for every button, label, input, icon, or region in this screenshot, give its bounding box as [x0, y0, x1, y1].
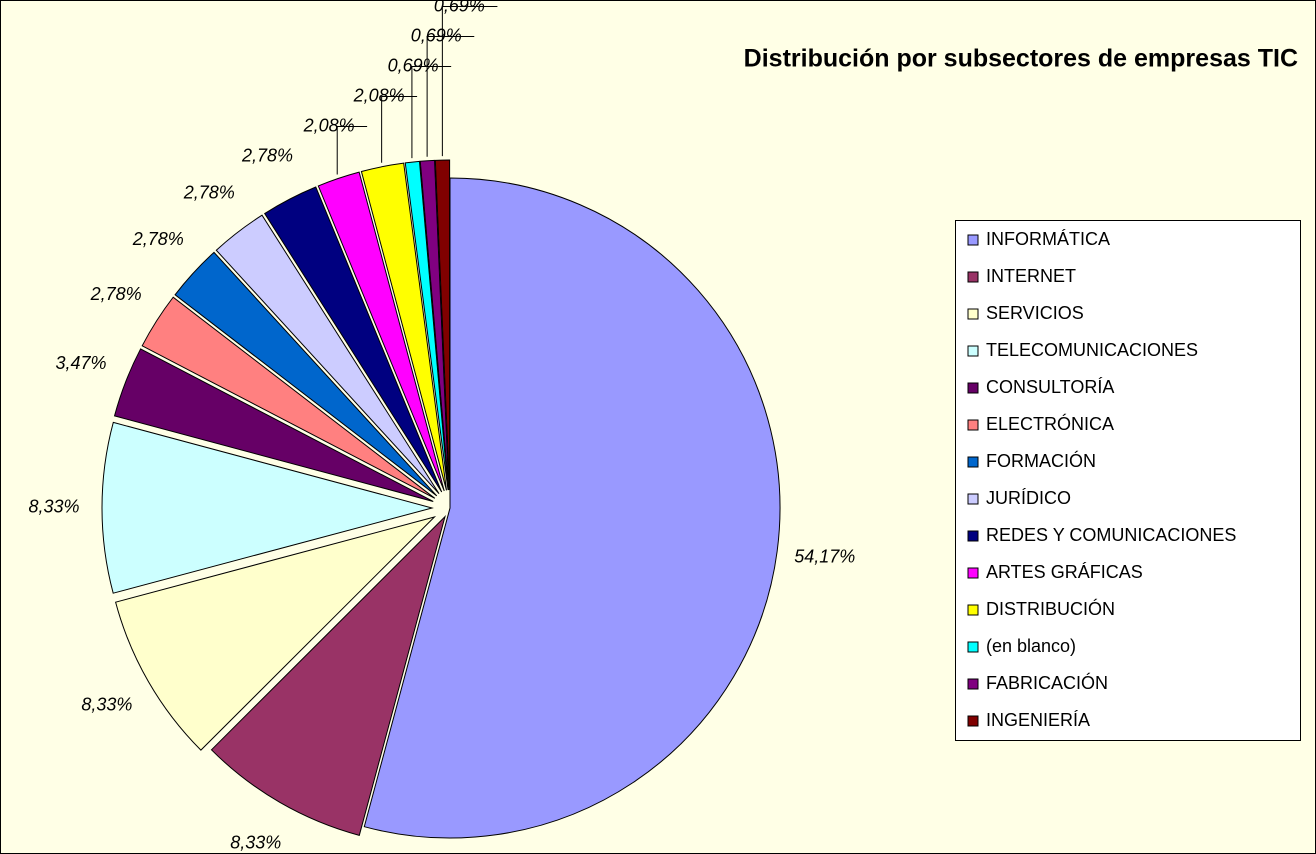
legend-label: INFORMÁTICA: [986, 229, 1110, 249]
legend-swatch: [967, 308, 979, 320]
legend-label: INGENIERÍA: [986, 710, 1090, 730]
legend: [955, 220, 1301, 741]
legend-swatch: [967, 530, 979, 542]
pie-slice: [101, 421, 434, 594]
legend-swatch: [967, 604, 979, 616]
data-label: 0,69%: [388, 55, 439, 75]
chart-title: Distribución por subsectores de empresas…: [744, 45, 1298, 73]
legend-swatch: [967, 678, 979, 690]
legend-swatch: [967, 715, 979, 727]
legend-label: ELECTRÓNICA: [986, 413, 1114, 434]
pie-slice: [210, 514, 446, 836]
leader-line: [441, 6, 498, 157]
leader-line: [426, 36, 475, 157]
legend-label: DISTRIBUCIÓN: [986, 598, 1115, 619]
legend-label: (en blanco): [986, 636, 1076, 656]
legend-swatch: [967, 419, 979, 431]
data-label: 2,08%: [353, 85, 405, 105]
data-label: 3,47%: [55, 353, 106, 373]
pie-slice: [114, 516, 437, 751]
legend-label: JURÍDICO: [986, 488, 1071, 508]
pie-slice: [174, 251, 438, 497]
legend-swatch: [967, 641, 979, 653]
data-label: 2,78%: [132, 229, 184, 249]
leader-line: [411, 66, 452, 159]
legend-label: INTERNET: [986, 266, 1076, 286]
pie-slice: [113, 348, 434, 502]
pie-slice: [434, 159, 451, 491]
legend-label: SERVICIOS: [986, 303, 1084, 323]
legend-swatch: [967, 234, 979, 246]
pie-slice: [419, 159, 450, 491]
data-label: 0,69%: [411, 25, 462, 45]
pie-slice: [215, 214, 440, 495]
pie-slice: [141, 296, 436, 499]
legend-label: TELECOMUNICACIONES: [986, 340, 1198, 360]
legend-label: FABRICACIÓN: [986, 672, 1108, 693]
pie-slice: [317, 171, 445, 492]
legend-swatch: [967, 567, 979, 579]
legend-swatch: [967, 493, 979, 505]
data-label: 0,69%: [434, 0, 485, 15]
legend-swatch: [967, 271, 979, 283]
leader-line: [336, 126, 368, 175]
data-label: 2,78%: [241, 145, 293, 165]
legend-label: FORMACIÓN: [986, 450, 1096, 471]
data-label: 8,33%: [230, 833, 281, 853]
legend-swatch: [967, 456, 979, 468]
data-label: 2,78%: [183, 182, 235, 202]
pie-slice: [360, 162, 447, 491]
legend-label: ARTES GRÁFICAS: [986, 562, 1143, 582]
pie-slice: [263, 186, 443, 493]
pie-slice: [363, 177, 781, 839]
legend-label: CONSULTORÍA: [986, 377, 1114, 397]
leader-line: [381, 96, 418, 163]
legend-swatch: [967, 382, 979, 394]
data-label: 54,17%: [794, 546, 855, 566]
data-label: 2,08%: [303, 115, 355, 135]
legend-label: REDES Y COMUNICACIONES: [986, 525, 1236, 545]
data-label: 2,78%: [90, 284, 142, 304]
pie-slice: [404, 160, 449, 491]
data-label: 8,33%: [81, 694, 132, 714]
legend-swatch: [967, 345, 979, 357]
data-label: 8,33%: [28, 497, 79, 517]
